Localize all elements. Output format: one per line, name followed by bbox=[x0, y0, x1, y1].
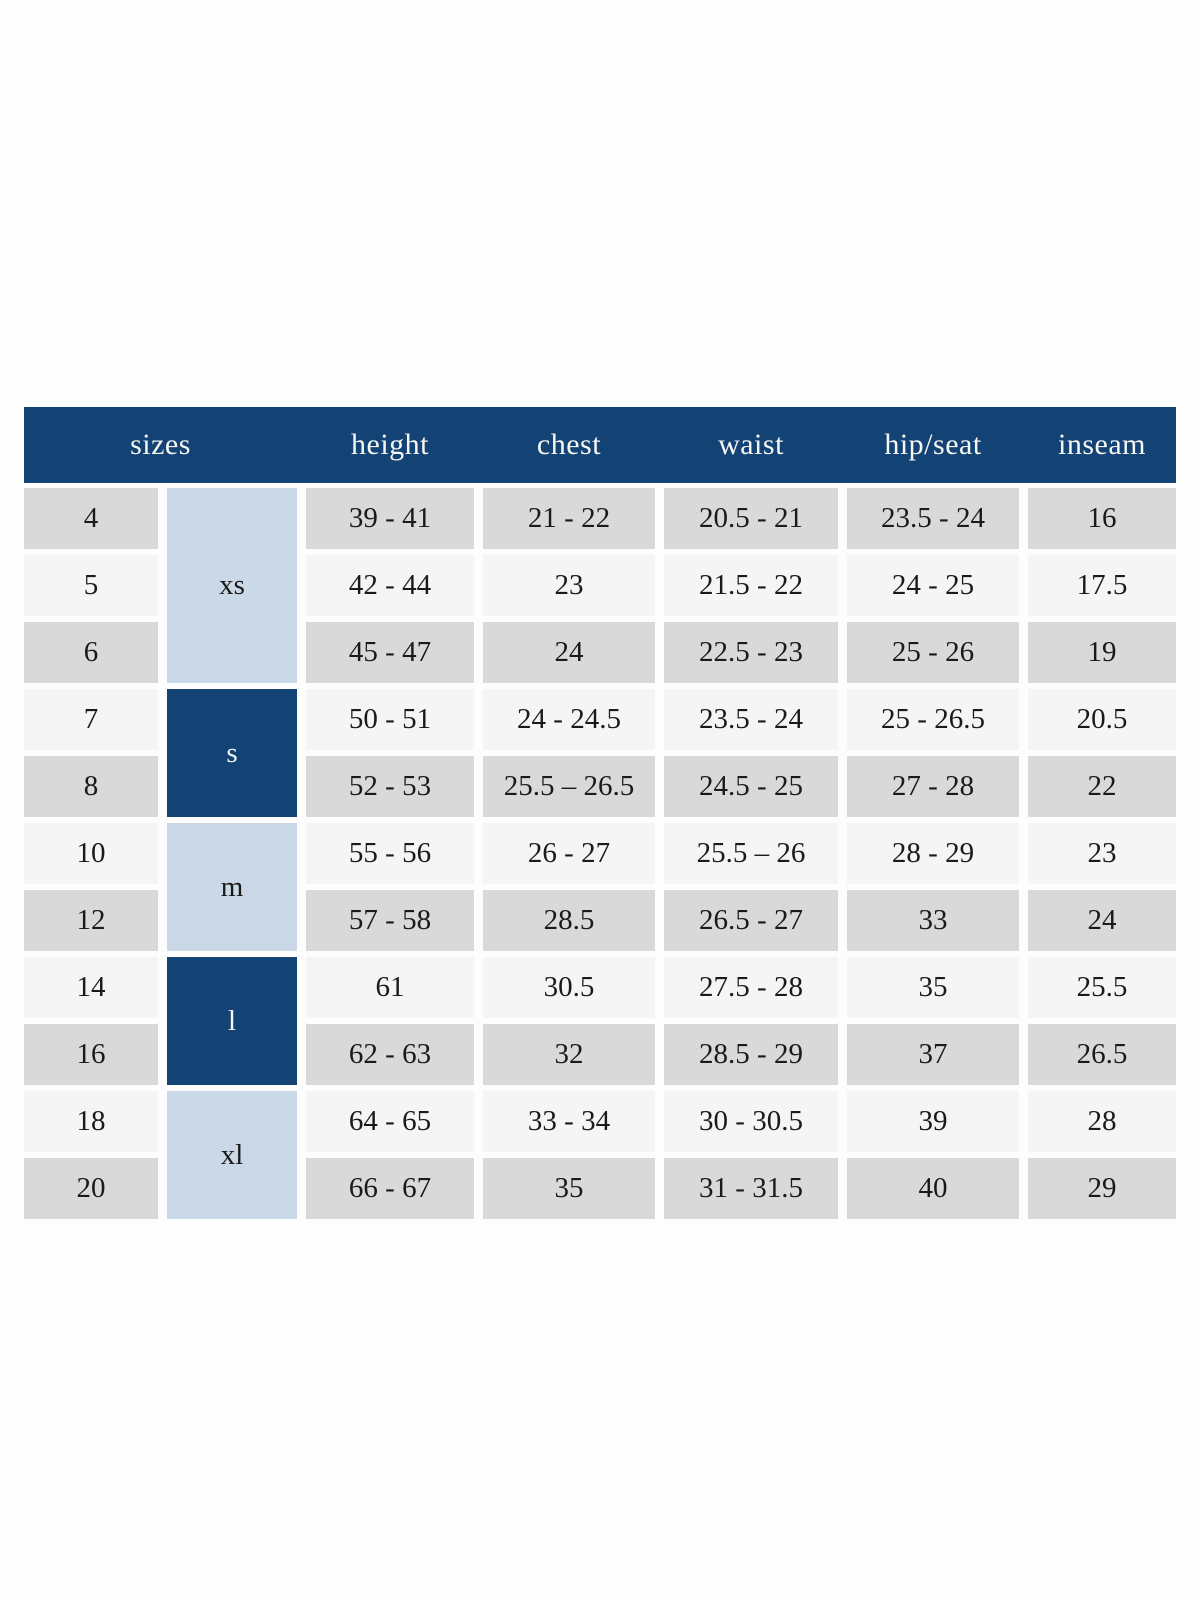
size-cell: 18 bbox=[24, 1091, 158, 1152]
waist-cell: 31 - 31.5 bbox=[664, 1158, 838, 1219]
table-body: 4 39 - 41 21 - 22 20.5 - 21 23.5 - 24 16 5 42 -… bbox=[24, 488, 1176, 1219]
hip-seat-cell: 35 bbox=[847, 957, 1019, 1018]
height-cell: 45 - 47 bbox=[306, 622, 474, 683]
waist-cell: 28.5 - 29 bbox=[664, 1024, 838, 1085]
inseam-cell: 23 bbox=[1028, 823, 1176, 884]
inseam-cell: 22 bbox=[1028, 756, 1176, 817]
hip-seat-cell: 39 bbox=[847, 1091, 1019, 1152]
column-header-hip-seat: hip/seat bbox=[884, 428, 982, 461]
size-cell: 4 bbox=[24, 488, 158, 549]
size-cell: 5 bbox=[24, 555, 158, 616]
height-cell: 42 - 44 bbox=[306, 555, 474, 616]
waist-cell: 24.5 - 25 bbox=[664, 756, 838, 817]
chest-cell: 30.5 bbox=[483, 957, 655, 1018]
height-cell: 50 - 51 bbox=[306, 689, 474, 750]
height-cell: 64 - 65 bbox=[306, 1091, 474, 1152]
waist-cell: 30 - 30.5 bbox=[664, 1091, 838, 1152]
height-cell: 52 - 53 bbox=[306, 756, 474, 817]
hip-seat-cell: 23.5 - 24 bbox=[847, 488, 1019, 549]
hip-seat-cell: 28 - 29 bbox=[847, 823, 1019, 884]
height-cell: 61 bbox=[306, 957, 474, 1018]
size-cell: 20 bbox=[24, 1158, 158, 1219]
size-cell: 10 bbox=[24, 823, 158, 884]
chest-cell: 24 - 24.5 bbox=[483, 689, 655, 750]
column-header-chest: chest bbox=[536, 428, 602, 461]
chest-cell: 35 bbox=[483, 1158, 655, 1219]
inseam-cell: 17.5 bbox=[1028, 555, 1176, 616]
column-header-sizes: sizes bbox=[130, 428, 191, 461]
group-cell-m: m bbox=[167, 823, 297, 951]
height-cell: 57 - 58 bbox=[306, 890, 474, 951]
waist-cell: 23.5 - 24 bbox=[664, 689, 838, 750]
waist-cell: 27.5 - 28 bbox=[664, 957, 838, 1018]
inseam-cell: 25.5 bbox=[1028, 957, 1176, 1018]
hip-seat-cell: 25 - 26.5 bbox=[847, 689, 1019, 750]
chest-cell: 26 - 27 bbox=[483, 823, 655, 884]
size-cell: 6 bbox=[24, 622, 158, 683]
inseam-cell: 24 bbox=[1028, 890, 1176, 951]
inseam-cell: 28 bbox=[1028, 1091, 1176, 1152]
waist-cell: 20.5 - 21 bbox=[664, 488, 838, 549]
hip-seat-cell: 24 - 25 bbox=[847, 555, 1019, 616]
hip-seat-cell: 37 bbox=[847, 1024, 1019, 1085]
waist-cell: 25.5 – 26 bbox=[664, 823, 838, 884]
size-cell: 14 bbox=[24, 957, 158, 1018]
table-header-row: sizes height chest waist hip/seat inseam bbox=[24, 407, 1176, 483]
hip-seat-cell: 27 - 28 bbox=[847, 756, 1019, 817]
chest-cell: 21 - 22 bbox=[483, 488, 655, 549]
inseam-cell: 29 bbox=[1028, 1158, 1176, 1219]
column-header-waist: waist bbox=[718, 428, 784, 461]
column-header-inseam: inseam bbox=[1058, 428, 1146, 461]
size-cell: 16 bbox=[24, 1024, 158, 1085]
group-cell-s: s bbox=[167, 689, 297, 817]
height-cell: 39 - 41 bbox=[306, 488, 474, 549]
group-cell-xs: xs bbox=[167, 488, 297, 683]
chest-cell: 33 - 34 bbox=[483, 1091, 655, 1152]
height-cell: 55 - 56 bbox=[306, 823, 474, 884]
inseam-cell: 26.5 bbox=[1028, 1024, 1176, 1085]
inseam-cell: 16 bbox=[1028, 488, 1176, 549]
size-cell: 7 bbox=[24, 689, 158, 750]
height-cell: 62 - 63 bbox=[306, 1024, 474, 1085]
hip-seat-cell: 33 bbox=[847, 890, 1019, 951]
chest-cell: 28.5 bbox=[483, 890, 655, 951]
waist-cell: 26.5 - 27 bbox=[664, 890, 838, 951]
group-cell-xl: xl bbox=[167, 1091, 297, 1219]
waist-cell: 22.5 - 23 bbox=[664, 622, 838, 683]
size-chart-table: sizes height chest waist hip/seat inseam… bbox=[24, 407, 1176, 1219]
height-cell: 66 - 67 bbox=[306, 1158, 474, 1219]
size-cell: 12 bbox=[24, 890, 158, 951]
chest-cell: 23 bbox=[483, 555, 655, 616]
size-cell: 8 bbox=[24, 756, 158, 817]
inseam-cell: 19 bbox=[1028, 622, 1176, 683]
waist-cell: 21.5 - 22 bbox=[664, 555, 838, 616]
inseam-cell: 20.5 bbox=[1028, 689, 1176, 750]
chest-cell: 32 bbox=[483, 1024, 655, 1085]
chest-cell: 24 bbox=[483, 622, 655, 683]
hip-seat-cell: 40 bbox=[847, 1158, 1019, 1219]
column-header-height: height bbox=[351, 428, 429, 461]
chest-cell: 25.5 – 26.5 bbox=[483, 756, 655, 817]
hip-seat-cell: 25 - 26 bbox=[847, 622, 1019, 683]
group-cell-l: l bbox=[167, 957, 297, 1085]
